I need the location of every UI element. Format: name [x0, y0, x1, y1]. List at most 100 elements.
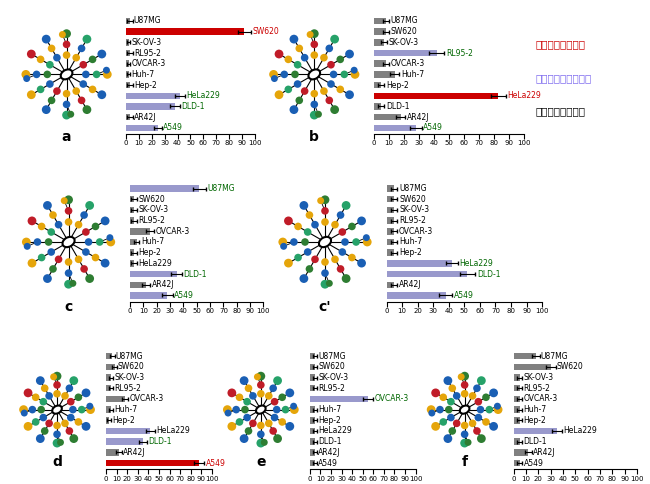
- Point: [68, 406, 78, 413]
- Point: [460, 381, 470, 389]
- Point: [243, 384, 254, 392]
- Bar: [514, 407, 520, 413]
- Bar: [106, 460, 199, 466]
- Bar: [387, 228, 395, 235]
- Point: [81, 389, 91, 397]
- Point: [473, 398, 484, 406]
- Point: [300, 87, 310, 95]
- Point: [78, 61, 88, 69]
- Point: [87, 56, 98, 63]
- Point: [318, 87, 329, 95]
- Point: [52, 54, 62, 61]
- Text: AR42J: AR42J: [407, 113, 430, 121]
- Point: [430, 389, 441, 397]
- Point: [340, 238, 350, 246]
- Point: [66, 398, 76, 406]
- Point: [69, 377, 79, 384]
- Point: [35, 435, 46, 442]
- Text: HeLa229: HeLa229: [187, 91, 220, 100]
- Point: [488, 423, 499, 430]
- Bar: [514, 385, 520, 392]
- Bar: [514, 396, 520, 402]
- Point: [452, 392, 462, 400]
- Point: [285, 423, 295, 430]
- Point: [61, 41, 72, 48]
- Point: [38, 398, 49, 406]
- Point: [278, 242, 289, 250]
- Text: c: c: [64, 300, 73, 314]
- Bar: [374, 39, 384, 45]
- Point: [255, 390, 266, 398]
- Point: [472, 427, 482, 435]
- Point: [293, 223, 304, 230]
- Text: Huh-7: Huh-7: [141, 238, 164, 246]
- Bar: [310, 407, 315, 413]
- Text: HeLa229: HeLa229: [156, 426, 190, 436]
- Point: [335, 265, 346, 273]
- Point: [337, 248, 348, 256]
- Point: [283, 86, 294, 93]
- Text: SK-OV-3: SK-OV-3: [138, 205, 168, 214]
- Bar: [130, 185, 200, 192]
- Bar: [374, 82, 382, 88]
- Point: [361, 234, 372, 242]
- Point: [40, 427, 50, 435]
- Text: A549: A549: [174, 291, 194, 300]
- Point: [456, 373, 467, 381]
- Point: [52, 372, 62, 380]
- Text: DLD-1: DLD-1: [183, 270, 207, 279]
- Point: [60, 392, 70, 400]
- Point: [299, 201, 309, 209]
- Point: [294, 96, 304, 104]
- Text: SK-OV-3: SK-OV-3: [523, 373, 554, 382]
- Point: [73, 393, 84, 401]
- Point: [269, 75, 280, 82]
- Ellipse shape: [60, 69, 72, 79]
- Bar: [310, 374, 315, 381]
- Point: [350, 71, 360, 78]
- Point: [45, 61, 55, 69]
- Point: [302, 248, 313, 256]
- Point: [277, 393, 287, 401]
- Point: [82, 35, 92, 43]
- Point: [52, 439, 62, 447]
- Point: [344, 50, 355, 58]
- Bar: [514, 428, 557, 434]
- Point: [46, 96, 57, 104]
- Point: [78, 80, 88, 88]
- Bar: [126, 29, 244, 35]
- Point: [447, 427, 458, 435]
- Text: HeLa229: HeLa229: [508, 91, 541, 100]
- Point: [242, 398, 252, 406]
- Point: [460, 372, 470, 380]
- Text: U87MG: U87MG: [541, 352, 569, 361]
- Point: [102, 71, 112, 78]
- Point: [81, 248, 91, 256]
- Bar: [374, 50, 437, 56]
- Text: Hep-2: Hep-2: [318, 416, 341, 425]
- Point: [53, 256, 64, 263]
- Bar: [310, 439, 315, 445]
- Point: [19, 409, 29, 417]
- Bar: [387, 292, 446, 299]
- Point: [328, 71, 339, 78]
- Point: [63, 218, 73, 226]
- Point: [481, 393, 491, 401]
- Point: [100, 217, 110, 225]
- Point: [36, 406, 46, 413]
- Bar: [310, 385, 315, 392]
- Point: [85, 406, 96, 413]
- Point: [349, 66, 359, 74]
- Text: DLD-1: DLD-1: [523, 437, 547, 446]
- Text: A549: A549: [523, 458, 543, 468]
- Point: [330, 35, 340, 43]
- Point: [274, 50, 284, 58]
- Text: OVCAR-3: OVCAR-3: [523, 394, 558, 404]
- Point: [52, 430, 62, 438]
- Point: [302, 228, 313, 236]
- Point: [341, 201, 351, 209]
- Point: [46, 45, 57, 52]
- Point: [231, 406, 241, 413]
- Text: 赤：強い相互作用: 赤：強い相互作用: [535, 40, 585, 49]
- Point: [315, 197, 326, 205]
